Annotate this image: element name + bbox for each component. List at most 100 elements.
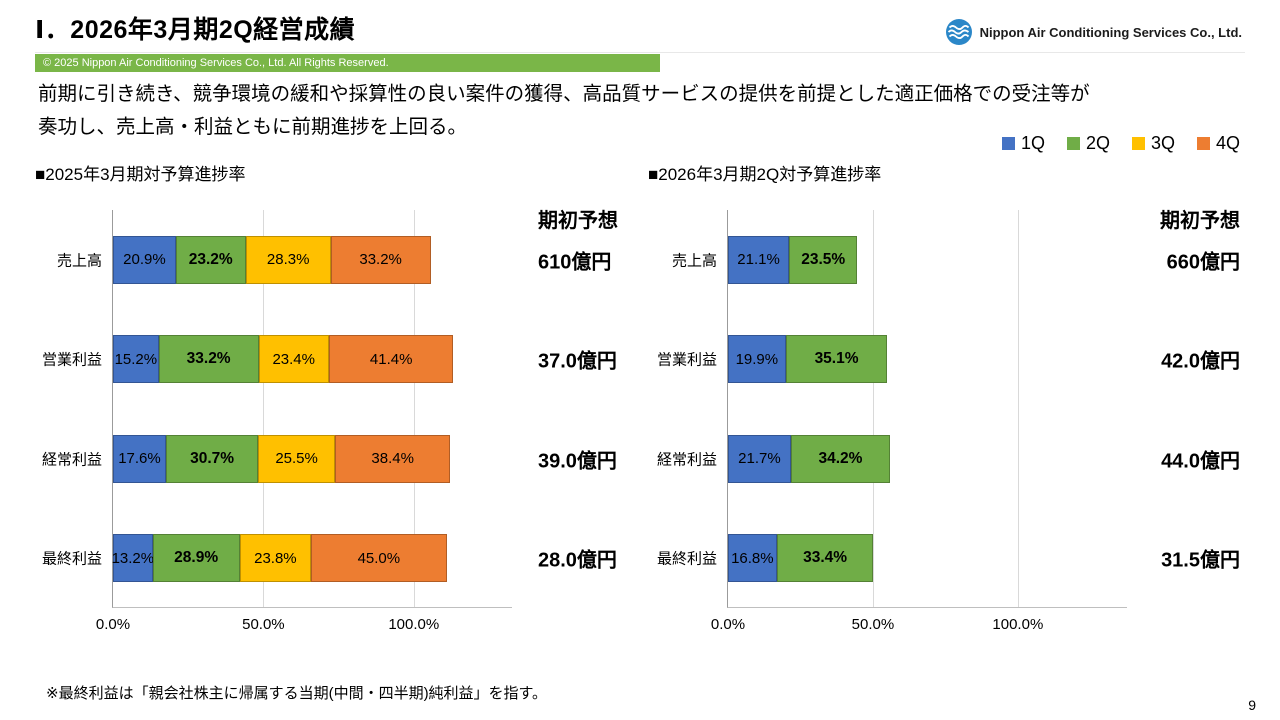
bar-segment-label: 17.6% (118, 450, 161, 468)
gridline (872, 210, 874, 607)
bar-segment-label: 45.0% (357, 549, 401, 567)
bar-segment-label: 15.2% (114, 350, 158, 368)
category-column: 売上高営業利益経常利益最終利益 (648, 210, 722, 608)
legend-label: 2Q (1085, 133, 1110, 153)
bar-row: 13.2% 28.9% 23.8% 45.0% (111, 534, 447, 583)
category-column: 売上高 営業利益 経常利益 最終利益 (35, 210, 107, 608)
x-axis-tick-label: 0.0% (710, 616, 746, 633)
bar-segment-3q: 28.3% (245, 235, 331, 284)
forecast-header: 期初予想 (1160, 210, 1240, 232)
summary-line-1: 前期に引き続き、競争環境の緩和や採算性の良い案件の獲得、高品質サービスの提供を前… (38, 83, 1090, 105)
x-axis-tick-label: 50.0% (242, 616, 285, 633)
legend-swatch-2q (1066, 137, 1080, 150)
bar-segment-2q: 33.4% (776, 534, 874, 583)
legend-item-2q: 2Q (1066, 133, 1110, 154)
bar-segment-1q: 15.2% (113, 335, 159, 384)
bar-segment-label: 35.1% (814, 350, 859, 368)
gridline (413, 210, 415, 607)
bar-row: 19.9% 35.1% (728, 335, 888, 384)
company-name: Nippon Air Conditioning Services Co., Lt… (979, 24, 1242, 40)
bar-segment-label: 19.9% (735, 350, 779, 368)
legend-label: 1Q (1020, 133, 1045, 153)
header-divider (35, 52, 1245, 53)
bar-row: 21.7% 34.2% (728, 434, 891, 483)
copyright-bar: © 2025 Nippon Air Conditioning Services … (35, 54, 660, 72)
bar-row: 16.8% 33.4% (728, 534, 874, 583)
bar-segment-1q: 20.9% (113, 235, 176, 284)
plot-area: 0.0% 50.0% 100.0% 20.9% 23.2% 28.3% 33.2% 15.2%… (96, 210, 512, 633)
category-label: 営業利益 (41, 351, 102, 369)
bar-segment-1q: 17.6% (113, 434, 166, 483)
bar-segment-4q: 38.4% (334, 434, 451, 483)
wave-logo-icon (945, 19, 972, 45)
bar-segment-label: 16.8% (731, 549, 774, 567)
bar-segment-2q: 35.1% (785, 335, 888, 384)
bar-row: 17.6% 30.7% 25.5% 38.4% (113, 434, 451, 483)
forecast-value: 44.0億円 (1161, 450, 1240, 473)
legend-label: 4Q (1215, 133, 1240, 153)
bar-segment-label: 33.2% (186, 350, 231, 368)
chart-fy2026-2q-budget-progress: ■2026年3月期2Q対予算進捗率 期初予想 売上高営業利益経常利益最終利益 0… (648, 160, 1280, 670)
category-label: 経常利益 (656, 451, 717, 469)
bar-segment-label: 20.9% (123, 251, 166, 269)
legend-item-4q: 4Q (1196, 133, 1240, 154)
forecast-value: 37.0億円 (538, 350, 617, 373)
bar-segment-label: 21.7% (738, 450, 781, 468)
bar-segment-2q: 23.5% (789, 235, 858, 284)
bar-segment-4q: 33.2% (330, 235, 431, 284)
page-number: 9 (1248, 697, 1256, 713)
chart-fy2025-budget-progress: ■2025年3月期対予算進捗率 期初予想 売上高 営業利益 経常利益 最終利益 0.0… (35, 160, 667, 670)
forecast-value: 42.0億円 (1161, 350, 1240, 373)
bar-segment-label: 33.2% (359, 251, 402, 269)
bar-segment-1q: 13.2% (111, 534, 155, 583)
bar-segment-3q: 23.4% (258, 335, 329, 384)
legend: 1Q 2Q 3Q 4Q (1001, 133, 1240, 154)
forecast-value: 610億円 (538, 251, 612, 274)
forecast-value: 28.0億円 (538, 549, 617, 572)
bar-row: 20.9% 23.2% 28.3% 33.2% (113, 235, 431, 284)
bar-segment-2q: 23.2% (175, 235, 246, 284)
chart-title: ■2026年3月期2Q対予算進捗率 (648, 165, 882, 184)
bar-row: 15.2% 33.2% 23.4% 41.4% (113, 335, 454, 384)
category-label: 最終利益 (656, 550, 717, 568)
bar-segment-label: 28.9% (174, 549, 219, 567)
bar-segment-3q: 23.8% (239, 534, 312, 583)
bar-segment-label: 30.7% (190, 449, 235, 467)
bar-segment-label: 25.5% (275, 450, 318, 468)
category-label: 営業利益 (656, 351, 717, 369)
category-label: 売上高 (671, 252, 717, 270)
bar-segment-2q: 34.2% (790, 434, 891, 483)
legend-label: 3Q (1150, 133, 1175, 153)
bar-segment-2q: 30.7% (165, 434, 259, 483)
gridline (263, 210, 265, 607)
forecast-value: 39.0億円 (538, 450, 617, 473)
forecast-values: 610億円 37.0億円 39.0億円 28.0億円 (538, 210, 648, 608)
bar-segment-4q: 41.4% (328, 335, 454, 384)
bar-segment-label: 34.2% (818, 449, 863, 467)
summary-line-2: 奏功し、売上高・利益ともに前期進捗を上回る。 (38, 116, 468, 138)
bar-segment-label: 13.2% (111, 549, 155, 567)
forecast-value: 660億円 (1166, 251, 1240, 274)
bar-segment-1q: 21.1% (728, 235, 790, 284)
bar-segment-label: 23.5% (801, 250, 846, 268)
bar-segment-label: 23.2% (188, 250, 233, 268)
footnote: ※最終利益は「親会社株主に帰属する当期(中間・四半期)純利益」を指す。 (46, 685, 548, 702)
x-axis-tick-label: 0.0% (95, 616, 131, 633)
bar-segment-label: 21.1% (737, 251, 780, 269)
bar-segment-4q: 45.0% (311, 534, 447, 583)
gridline (1017, 210, 1019, 607)
page-title: Ⅰ．2026年3月期2Q経営成績 (35, 16, 356, 44)
bar-segment-label: 28.3% (266, 251, 310, 269)
category-label: 売上高 (56, 252, 102, 270)
bar-segment-label: 38.4% (371, 450, 414, 468)
x-axis-tick-label: 100.0% (992, 616, 1044, 633)
legend-item-3q: 3Q (1131, 133, 1175, 154)
bar-segment-label: 33.4% (803, 549, 848, 567)
forecast-values: 660億円 42.0億円 44.0億円 31.5億円 (1145, 210, 1240, 608)
legend-swatch-1q (1001, 137, 1015, 150)
bar-segment-label: 23.8% (254, 549, 297, 567)
chart-title: ■2025年3月期対予算進捗率 (35, 165, 246, 184)
bar-row: 21.1% 23.5% (728, 235, 858, 284)
forecast-header: 期初予想 (538, 210, 618, 232)
